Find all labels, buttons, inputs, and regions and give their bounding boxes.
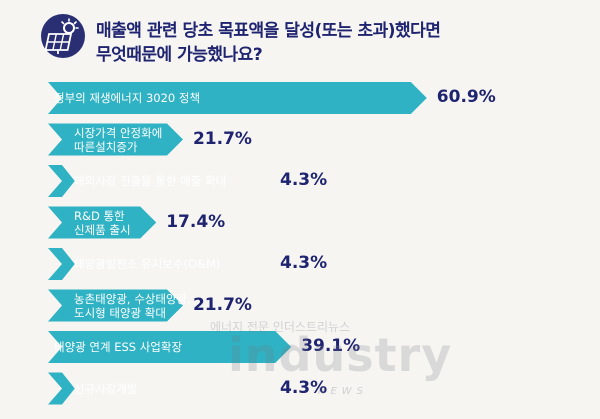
bar-7 <box>48 331 292 363</box>
bar-1 <box>48 82 427 114</box>
category-label: 시장가격 안정화에 따른설치증가 <box>74 126 162 154</box>
solar-panel-sun-icon <box>41 14 85 58</box>
value-label: 21.7% <box>192 128 252 149</box>
category-label: 농촌태양광, 수상태양광, 도시형 태양광 확대 <box>74 292 191 320</box>
category-label-line: 시장가격 안정화에 <box>74 125 163 140</box>
category-label-line: 농촌태양광, 수상태양광, <box>74 291 191 306</box>
value-label: 17.4% <box>166 211 226 232</box>
category-label-line: 따른설치증가 <box>74 139 138 154</box>
category-label: 태양광발전소 유지보수(O&M) <box>74 257 220 271</box>
value-label: 4.3% <box>280 377 328 398</box>
category-label-line: R&D 통한 <box>74 208 125 223</box>
bar-8 <box>48 372 75 405</box>
value-label: 21.7% <box>192 294 252 315</box>
bar-6 <box>48 289 183 322</box>
value-label: 60.9% <box>436 87 496 107</box>
category-label: 신규시장개발 <box>74 382 137 396</box>
category-label-line: 신제품 출시 <box>74 222 131 237</box>
bar-5 <box>48 248 75 280</box>
value-label: 4.3% <box>280 253 328 273</box>
watermark-logo: industry <box>228 328 453 382</box>
category-label-line: 정부의 재생에너지 3020 정책 <box>54 91 201 105</box>
bar-4 <box>48 206 157 239</box>
category-label-line: 해외시장 진출을 통한 매출 확대 <box>74 174 227 188</box>
category-label: 태양광 연계 ESS 사업확장 <box>54 340 182 354</box>
category-label-line: 신규시장개발 <box>74 381 138 396</box>
category-label: 정부의 재생에너지 3020 정책 <box>54 91 200 105</box>
chart-title-line-2: 무엇때문에 가능했나요? <box>96 45 263 65</box>
category-label: R&D 통한 신제품 출시 <box>74 209 131 237</box>
category-label-line: 태양광발전소 유지보수(O&M) <box>74 257 221 271</box>
value-label: 4.3% <box>280 170 328 190</box>
category-label-line: 태양광 연계 ESS 사업확장 <box>54 340 183 354</box>
watermark-subtitle: 에너지 전문 인더스트리뉴스 <box>210 320 351 334</box>
category-label: 해외시장 진출을 통한 매출 확대 <box>74 174 226 188</box>
bar-2 <box>48 123 183 156</box>
category-label-line: 도시형 태양광 확대 <box>74 305 166 320</box>
watermark-news: NEWS <box>318 386 369 397</box>
bar-3 <box>48 165 75 197</box>
chart-title-line-1: 매출액 관련 당초 목표액을 달성(또는 초과)했다면 <box>96 21 441 41</box>
value-label: 39.1% <box>301 336 361 356</box>
